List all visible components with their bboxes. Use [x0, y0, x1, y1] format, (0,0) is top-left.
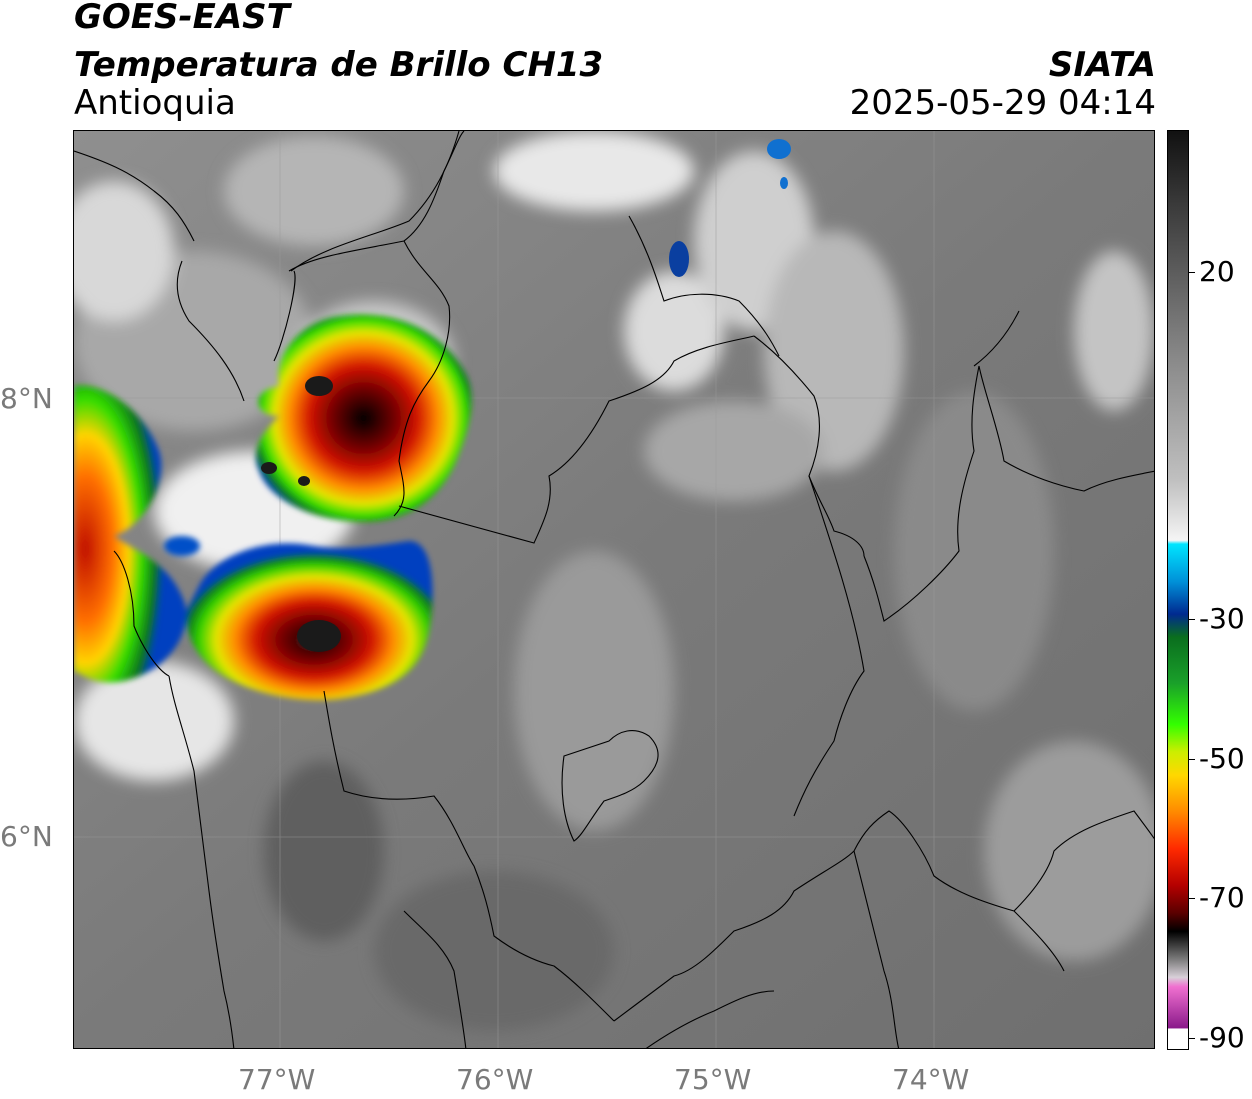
region-label: Antioquia — [74, 83, 236, 123]
border-west-river — [113, 550, 170, 677]
lat-label-8n: 8°N — [0, 382, 53, 415]
border-north — [288, 131, 465, 517]
agency-label: SIATA — [1048, 45, 1156, 85]
lon-label-74w: 74°W — [892, 1063, 970, 1096]
colorbar-label-20: 20 — [1199, 255, 1235, 288]
grid-lines — [74, 131, 1154, 1048]
coastline — [74, 131, 460, 402]
colorbar-label-minus90: -90 — [1199, 1021, 1245, 1054]
storm-cell-west — [74, 385, 187, 683]
border-mid — [793, 475, 865, 817]
colorbar-label-minus50: -50 — [1199, 742, 1245, 775]
convective-cells — [74, 139, 791, 701]
small-cold-spots — [669, 139, 791, 277]
border-center — [853, 810, 1065, 972]
lon-label-77w: 77°W — [238, 1063, 316, 1096]
border-gulf — [398, 335, 755, 544]
product-title: Temperatura de Brillo CH13 — [74, 45, 604, 85]
lon-label-75w: 75°W — [674, 1063, 752, 1096]
border-se — [1013, 810, 1154, 912]
storm-cell-minor — [164, 536, 200, 556]
border-south-2 — [613, 850, 855, 1022]
colorbar-label-minus70: -70 — [1199, 881, 1245, 914]
border-west-south — [168, 675, 235, 1048]
border-east-2 — [863, 365, 980, 622]
borders — [74, 131, 1154, 1048]
lat-label-6n: 6°N — [0, 820, 53, 853]
storm-cell-north — [255, 314, 472, 522]
lon-label-76w: 76°W — [456, 1063, 534, 1096]
cold-core-spots — [261, 376, 341, 652]
cloud-texture — [74, 131, 1154, 1031]
datetime-label: 2025-05-29 04:14 — [849, 83, 1156, 123]
colorbar-label-minus30: -30 — [1199, 602, 1245, 635]
border-east-1 — [753, 335, 865, 557]
colorbar — [1167, 130, 1189, 1050]
border-south-3 — [403, 850, 900, 1048]
storm-cell-south — [185, 541, 433, 701]
border-ne — [628, 215, 1020, 367]
border-enclave — [561, 730, 659, 842]
border-far-east — [978, 365, 1154, 492]
satellite-title: GOES-EAST — [74, 0, 290, 37]
border-south-1 — [323, 690, 615, 1022]
satellite-map[interactable] — [73, 130, 1155, 1049]
